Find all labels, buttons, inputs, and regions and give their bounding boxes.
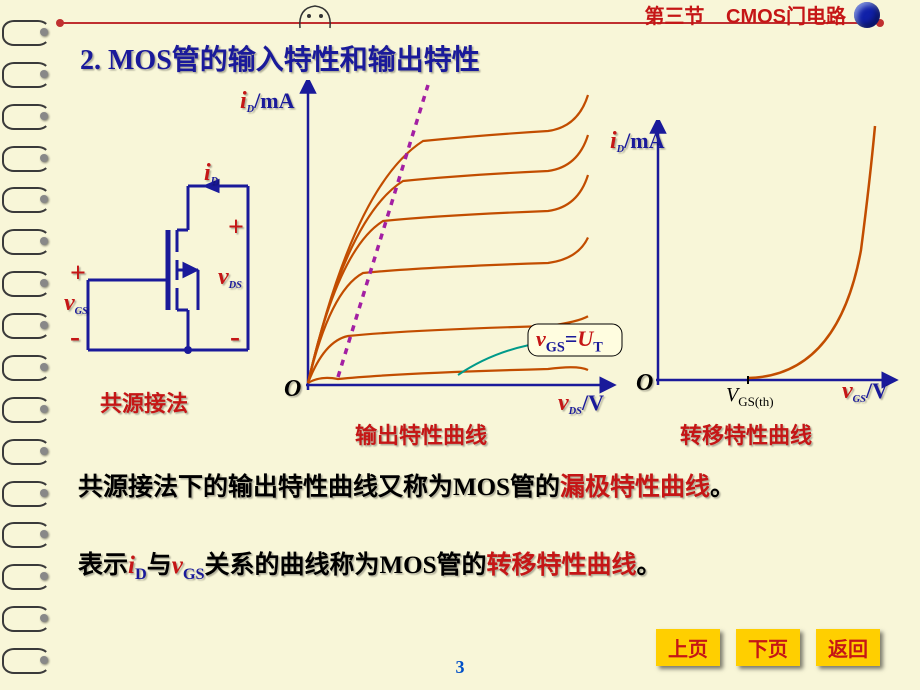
transfer-chart-xlabel: vGS/V: [842, 378, 888, 405]
output-chart-ylabel: iD/mA: [240, 88, 295, 115]
prev-button[interactable]: 上页: [656, 629, 720, 666]
paragraph-2: 表示iD与vGS关系的曲线称为MOS管的转移特性曲线。: [78, 548, 898, 586]
p2-vGS-sub: GS: [183, 565, 205, 583]
p2-text-a: 表示: [78, 552, 128, 579]
p1-text-a: 共源接法下的输出特性曲线又称为MOS管的: [78, 474, 560, 501]
p1-text-c: 。: [710, 474, 735, 501]
output-chart-annotation: vGS=UT: [536, 326, 603, 356]
title-text: MOS管的输入特性和输出特性: [108, 45, 480, 76]
p2-iD-sub: D: [135, 565, 147, 583]
circuit-label-plus-g: +: [70, 258, 86, 290]
p1-text-b: 漏极特性曲线: [560, 474, 710, 501]
transfer-chart-ylabel: iD/mA: [610, 128, 665, 155]
output-chart-caption: 输出特性曲线: [355, 418, 487, 450]
circuit-label-iD: iD: [204, 160, 218, 187]
transfer-chart-threshold: VGS(th): [726, 384, 774, 410]
output-chart-xlabel: vDS/V: [558, 390, 604, 417]
p2-text-d: 转移特性曲线: [486, 552, 636, 579]
circuit-label-minus-d: -: [230, 320, 240, 354]
circuit-label-vDS: vDS: [218, 264, 242, 291]
p2-vGS: v: [172, 552, 183, 579]
circuit-diagram: iD + vDS - + vGS -: [78, 180, 268, 410]
header-section: 第三节 CMOS门电路: [644, 0, 880, 29]
slide-title: 2. MOS管的输入特性和输出特性: [80, 38, 480, 78]
p2-iD: i: [128, 552, 135, 579]
next-button[interactable]: 下页: [736, 629, 800, 666]
output-chart: iD/mA O vDS/V vGS=UT: [278, 80, 628, 430]
globe-icon: [854, 2, 880, 28]
circuit-label-plus-d: +: [228, 212, 244, 244]
page-number: 3: [456, 657, 465, 678]
header-section-label: 第三节: [644, 0, 704, 29]
p2-text-c: 关系的曲线称为MOS管的: [205, 552, 487, 579]
title-number: 2.: [80, 45, 101, 76]
p2-text-b: 与: [147, 552, 172, 579]
circuit-caption: 共源接法: [100, 386, 188, 418]
circuit-label-minus-g: -: [70, 320, 80, 354]
circuit-label-vGS: vGS: [64, 290, 88, 317]
header-decoration-icon: [290, 0, 340, 30]
header-topic: CMOS门电路: [726, 0, 846, 29]
transfer-chart: iD/mA O VGS(th) vGS/V: [630, 120, 910, 420]
binding-rings: [0, 0, 60, 690]
back-button[interactable]: 返回: [816, 629, 880, 666]
nav-buttons: 上页 下页 返回: [656, 629, 880, 666]
p2-text-e: 。: [637, 552, 662, 579]
output-chart-origin: O: [284, 376, 301, 403]
transfer-chart-caption: 转移特性曲线: [680, 418, 812, 450]
transfer-chart-origin: O: [636, 370, 653, 397]
paragraph-1: 共源接法下的输出特性曲线又称为MOS管的漏极特性曲线。: [78, 470, 898, 505]
